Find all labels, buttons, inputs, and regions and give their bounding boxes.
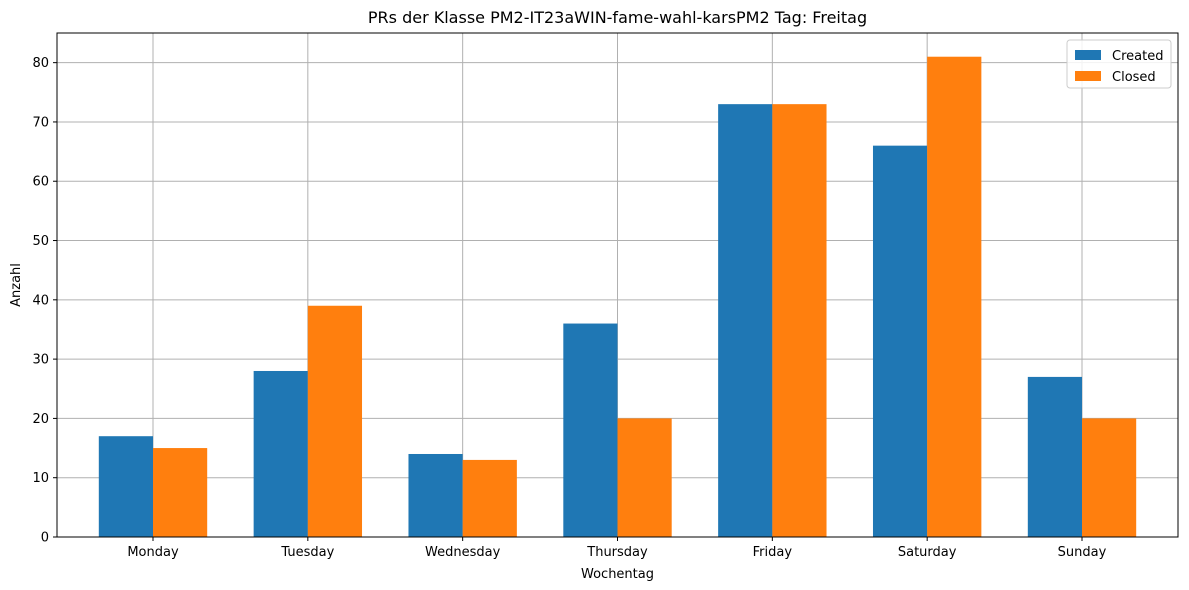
x-tick-label: Sunday (1058, 545, 1107, 560)
legend-swatch-closed (1075, 71, 1101, 81)
bar-created-saturday (872, 145, 928, 538)
x-tick-label: Tuesday (280, 545, 334, 560)
bar-closed-thursday (617, 418, 672, 537)
y-tick-label: 20 (32, 412, 49, 427)
bar-created-tuesday (253, 370, 308, 537)
x-axis-label: Wochentag (581, 567, 654, 582)
y-tick-label: 70 (32, 115, 49, 130)
legend-label-created: Created (1112, 49, 1163, 64)
bar-closed-saturday (927, 56, 982, 537)
y-tick-label: 10 (32, 471, 49, 486)
x-tick-label: Monday (127, 545, 179, 560)
bar-closed-sunday (1082, 418, 1137, 537)
y-tick-label: 30 (32, 353, 49, 368)
legend-label-closed: Closed (1112, 70, 1156, 85)
bar-closed-wednesday (462, 459, 517, 537)
bar-closed-friday (772, 104, 827, 537)
x-tick-label: Wednesday (425, 545, 501, 560)
legend-swatch-created (1075, 50, 1101, 60)
y-tick-label: 0 (41, 531, 49, 546)
bar-created-thursday (563, 323, 618, 537)
x-tick-label: Friday (753, 545, 793, 560)
bar-closed-tuesday (307, 305, 363, 537)
bars (98, 56, 1137, 538)
bar-created-friday (718, 104, 773, 537)
y-tick-label: 80 (32, 56, 49, 71)
y-axis-label: Anzahl (9, 263, 24, 307)
bar-closed-monday (152, 448, 208, 537)
bar-created-monday (98, 436, 153, 537)
ticks: 0 10 20 30 40 50 60 70 80 Monday Tuesday Wednesday T… (32, 56, 1106, 560)
bar-created-sunday (1027, 376, 1083, 537)
y-tick-label: 50 (32, 234, 49, 249)
y-tick-label: 40 (32, 293, 49, 308)
bar-created-wednesday (408, 453, 463, 537)
x-tick-label: Saturday (898, 545, 957, 560)
x-tick-label: Thursday (586, 545, 648, 560)
legend: Created Closed (1066, 39, 1172, 89)
y-tick-label: 60 (32, 175, 49, 190)
chart-title: PRs der Klasse PM2-IT23aWIN-fame-wahl-ka… (368, 8, 867, 27)
